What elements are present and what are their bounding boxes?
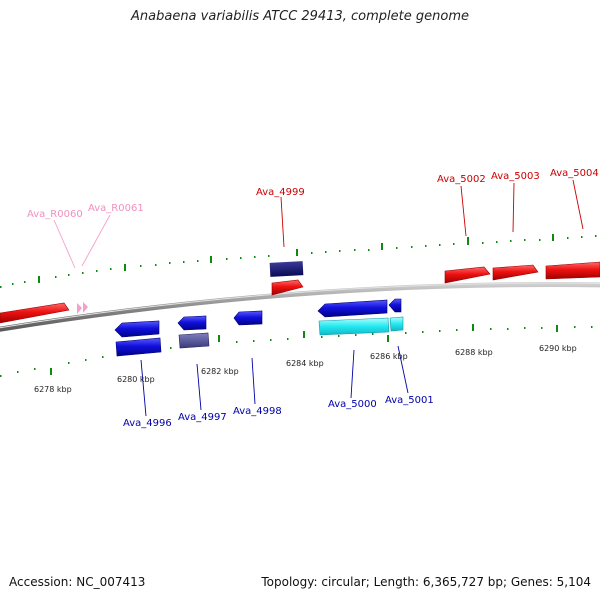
reverse-gene-box-ava5001[interactable]: [389, 316, 404, 332]
forward-gene-arrow-ava5003[interactable]: [492, 264, 539, 281]
forward-gene-arrow-left-edge[interactable]: [0, 302, 70, 324]
reverse-gene-box-ava4996[interactable]: [115, 337, 162, 357]
rna-marker-ava-r0060[interactable]: [77, 303, 82, 314]
forward-tick-track: [0, 234, 597, 288]
rna-marker-ava-r0061[interactable]: [83, 302, 88, 313]
gene-label-ava4997[interactable]: Ava_4997: [178, 412, 227, 423]
tick-label-6286: 6286 kbp: [370, 352, 408, 361]
forward-gene-arrow-ava5002[interactable]: [444, 266, 491, 284]
tick-label-6278: 6278 kbp: [34, 385, 72, 394]
reverse-gene-box-ava4997[interactable]: [178, 332, 210, 349]
gene-label-ava-r0061[interactable]: Ava_R0061: [88, 203, 144, 214]
accession-text: Accession: NC_007413: [9, 575, 146, 589]
gene-label-ava4996[interactable]: Ava_4996: [123, 418, 172, 429]
gene-label-ava4998[interactable]: Ava_4998: [233, 406, 282, 417]
gene-label-ava4999[interactable]: Ava_4999: [256, 187, 305, 198]
tick-label-6280: 6280 kbp: [117, 375, 155, 384]
genome-backbone: [0, 282, 600, 332]
forward-gene-box-ava4999[interactable]: [269, 261, 304, 277]
tick-label-6290: 6290 kbp: [539, 344, 577, 353]
genome-backbone-highlight: [0, 282, 600, 329]
tick-label-6288: 6288 kbp: [455, 348, 493, 357]
topology-summary-text: Topology: circular; Length: 6,365,727 bp…: [261, 575, 591, 589]
reverse-tick-track: [0, 324, 593, 377]
gene-label-ava5001[interactable]: Ava_5001: [385, 395, 434, 406]
forward-gene-arrow-ava4999[interactable]: [271, 279, 304, 296]
forward-gene-arrow-ava5004[interactable]: [545, 261, 600, 280]
reverse-gene-arrow-ava4998[interactable]: [233, 310, 263, 326]
tick-label-6284: 6284 kbp: [286, 359, 324, 368]
tick-label-6282: 6282 kbp: [201, 367, 239, 376]
reverse-gene-arrow-ava5000[interactable]: [317, 299, 388, 318]
reverse-gene-box-ava5000[interactable]: [318, 317, 390, 336]
gene-label-ava-r0060[interactable]: Ava_R0060: [27, 209, 83, 220]
gene-label-ava5004[interactable]: Ava_5004: [550, 168, 599, 179]
label-leader-lines: [53, 179, 584, 417]
reverse-gene-arrow-ava5001[interactable]: [388, 298, 402, 313]
gene-label-ava5000[interactable]: Ava_5000: [328, 399, 377, 410]
reverse-gene-arrow-ava4997[interactable]: [177, 315, 207, 331]
gene-label-ava5002[interactable]: Ava_5002: [437, 174, 486, 185]
reverse-gene-arrow-ava4996[interactable]: [114, 320, 160, 338]
map-title: Anabaena variabilis ATCC 29413, complete…: [131, 9, 469, 24]
gene-label-ava5003[interactable]: Ava_5003: [491, 171, 540, 182]
